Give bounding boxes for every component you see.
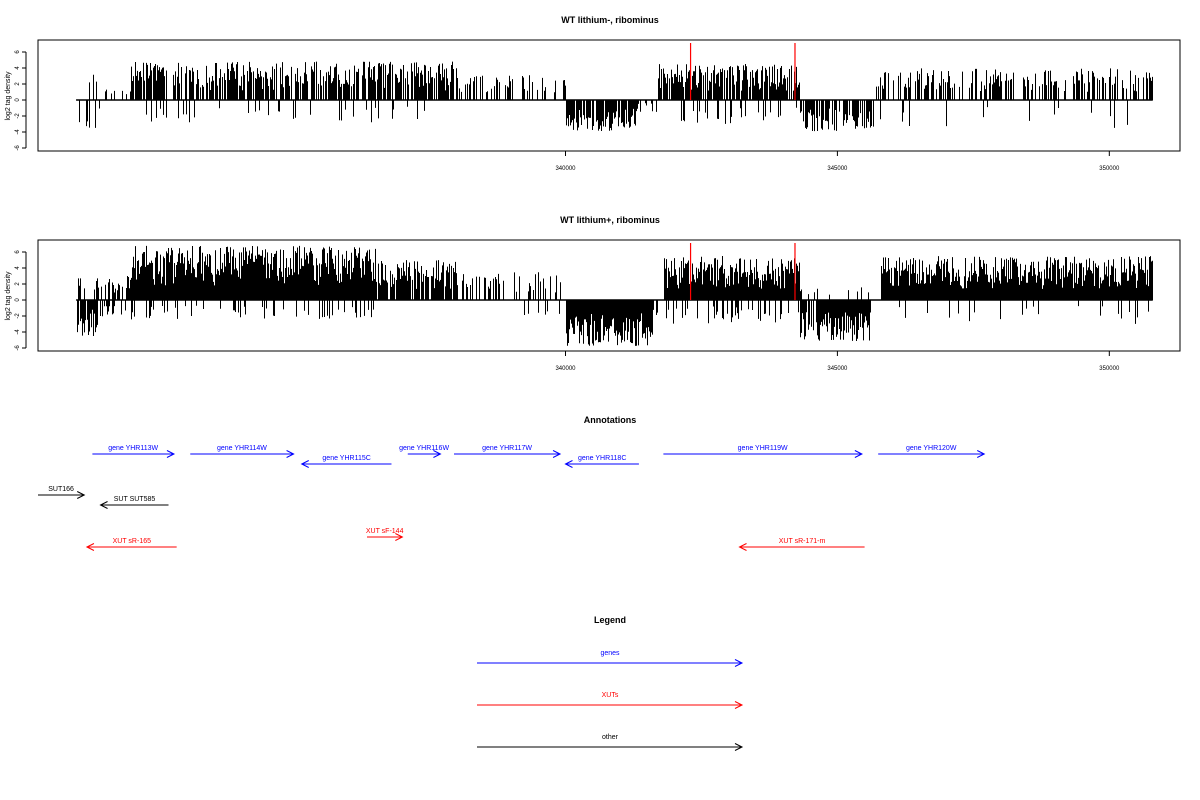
annotation-label: SUT SUT585	[114, 496, 156, 503]
panel-1-ylabel: log2 tag density	[5, 71, 12, 121]
annotation-genes: gene YHR113W	[92, 445, 176, 458]
annotation-genes: gene YHR119W	[663, 445, 863, 458]
annotation-label: XUT sF-144	[366, 528, 404, 535]
panel-2-ylabel: log2 tag density	[5, 271, 12, 321]
y-tick-label: 6	[15, 250, 21, 254]
arrow-head	[395, 533, 404, 541]
x-tick-label: 345000	[827, 366, 848, 372]
legend-label: XUTs	[602, 692, 619, 699]
arrow-head	[854, 450, 863, 458]
legend-title: Legend	[594, 615, 626, 625]
annotation-genes: gene YHR118C	[564, 455, 639, 468]
annotation-genes: gene YHR116W	[399, 445, 449, 458]
arrow-head	[734, 659, 744, 667]
annotation-label: SUT166	[48, 486, 74, 493]
legend-item: other	[477, 734, 744, 751]
panel-2-frame	[37, 239, 1181, 352]
arrow-head	[433, 450, 442, 458]
panel-2-bars	[76, 243, 1153, 346]
y-tick-label: 0	[15, 298, 21, 302]
annotation-label: gene YHR113W	[108, 445, 158, 452]
y-tick-label: -2	[15, 113, 21, 119]
annotation-label: gene YHR114W	[217, 445, 267, 452]
y-tick-label: -4	[15, 329, 21, 335]
legend-item: genes	[477, 650, 744, 667]
arrow-head	[300, 460, 309, 468]
x-tick-label: 345000	[827, 166, 848, 172]
x-tick-label: 340000	[555, 166, 576, 172]
legend-items: genes XUTs other	[477, 650, 744, 751]
annotation-label: gene YHR116W	[399, 445, 449, 452]
annotation-label: XUT sR-171-m	[779, 538, 826, 545]
y-tick-label: -6	[15, 145, 21, 151]
y-tick-label: 4	[15, 66, 21, 70]
panel-1-title: WT lithium-, ribominus	[561, 15, 659, 25]
y-tick-label: 4	[15, 266, 21, 270]
legend-label: other	[602, 734, 619, 741]
annotation-genes: gene YHR114W	[190, 445, 295, 458]
annotation-label: XUT sR-165	[113, 538, 151, 545]
annotation-genes: gene YHR117W	[454, 445, 562, 458]
annotations-title: Annotations	[584, 415, 637, 425]
panel-2-axes: -6 -4 -2 0 2 4 6 340000 345000 350000	[15, 250, 1120, 372]
arrow-head	[286, 450, 295, 458]
track-panel-1: WT lithium-, ribominus log2 tag density …	[5, 15, 1181, 172]
legend-panel: Legend genes XUTs other	[477, 615, 744, 751]
annotation-genes: gene YHR115C	[300, 455, 392, 468]
annotation-other: SUT SUT585	[99, 496, 169, 509]
annotation-XUTs: XUT sR-171-m	[738, 538, 865, 551]
legend-item: XUTs	[477, 692, 744, 709]
y-tick-label: 0	[15, 98, 21, 102]
panel-1-axes: -6 -4 -2 0 2 4 6 340000 345000 350000	[15, 50, 1120, 172]
annotation-label: gene YHR119W	[738, 445, 788, 452]
arrow-head	[166, 450, 176, 458]
x-tick-label: 340000	[555, 366, 576, 372]
annotation-genes: gene YHR120W	[878, 445, 986, 458]
y-tick-label: -6	[15, 345, 21, 351]
arrow-head	[77, 491, 86, 499]
annotation-XUTs: XUT sR-165	[85, 538, 177, 551]
legend-label: genes	[600, 650, 620, 657]
panel-1-bars	[76, 43, 1153, 132]
annotations-panel: Annotations gene YHR113W gene YHR114Wgene…	[38, 415, 986, 551]
arrow-head	[738, 543, 747, 551]
y-tick-label: -2	[15, 313, 21, 319]
x-tick-label: 350000	[1099, 166, 1120, 172]
arrow-head	[734, 701, 744, 709]
annotation-label: gene YHR120W	[906, 445, 957, 452]
annotation-label: gene YHR115C	[322, 455, 370, 462]
y-tick-label: 2	[15, 282, 21, 286]
arrow-head	[99, 501, 108, 509]
x-tick-label: 350000	[1099, 366, 1120, 372]
track-panel-2: WT lithium+, ribominus log2 tag density …	[5, 215, 1181, 372]
arrow-head	[977, 450, 986, 458]
arrow-head	[85, 543, 95, 551]
annotation-other: SUT166	[38, 486, 86, 499]
panel-2-title: WT lithium+, ribominus	[560, 215, 660, 225]
arrow-head	[564, 460, 573, 468]
y-tick-label: 6	[15, 50, 21, 54]
annotation-label: gene YHR118C	[578, 455, 626, 462]
panel-1-frame	[37, 39, 1181, 152]
arrow-head	[734, 743, 744, 751]
y-tick-label: -4	[15, 129, 21, 135]
y-tick-label: 2	[15, 82, 21, 86]
annotation-XUTs: XUT sF-144	[366, 528, 404, 541]
annotation-label: gene YHR117W	[482, 445, 532, 452]
arrow-head	[552, 450, 562, 458]
annotation-items: gene YHR113W gene YHR114W gene YHR115C gene…	[38, 445, 986, 551]
